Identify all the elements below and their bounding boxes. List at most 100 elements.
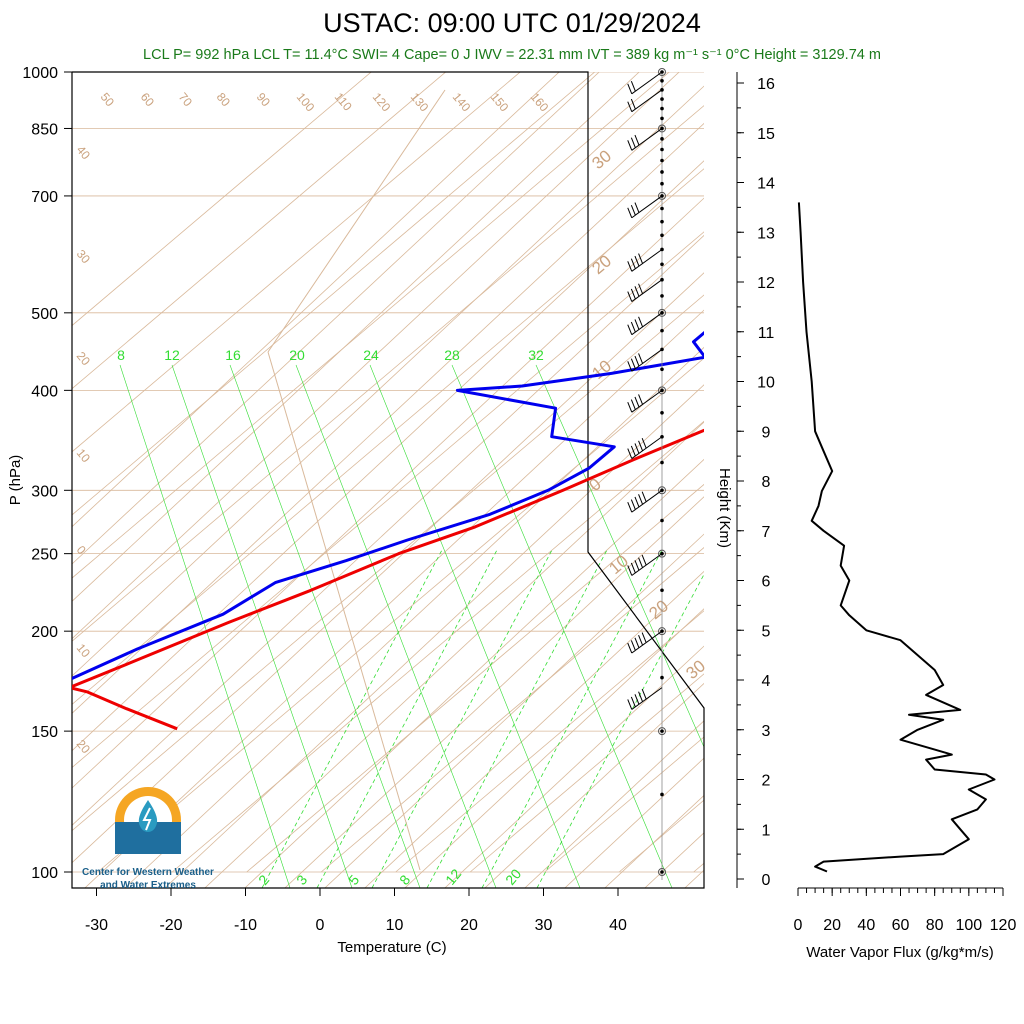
wind-barb-flag [630, 499, 636, 510]
dewpoint-line [72, 330, 704, 681]
barb-dot [660, 181, 664, 186]
dry-adiabat-label: 100 [294, 90, 318, 115]
wind-barb-flag [638, 691, 644, 702]
wind-barb-flag [638, 494, 644, 505]
wind-barb [631, 630, 663, 654]
dry-adiabat-line [72, 85, 704, 677]
wind-barb [631, 312, 663, 336]
height-tick-label: 9 [762, 424, 771, 441]
water-vapor-flux-line [797, 202, 996, 873]
y-tick-label: 500 [31, 306, 58, 323]
wind-barb-flag [634, 355, 640, 367]
barb-calm-circle [658, 727, 666, 736]
x-axis-title: Temperature (C) [337, 939, 446, 956]
wind-barb-flag [634, 396, 640, 408]
logo-drop [138, 800, 158, 832]
dry-adiabat-line [992, 60, 1024, 900]
mixing-ratio-label: 16 [225, 347, 241, 363]
y-tick-label: 400 [31, 383, 58, 400]
wind-barb-flag [627, 83, 633, 95]
dry-adiabat-line [72, 197, 704, 789]
y-tick-label: 200 [31, 624, 58, 641]
wind-barb-flag [634, 443, 640, 454]
dry-adiabat-line [444, 645, 704, 888]
height-tick-label: 1 [762, 822, 771, 839]
wind-barb-flag [627, 448, 633, 459]
y-tick-label: 150 [31, 724, 58, 741]
mixing-ratio-label: 20 [289, 347, 305, 363]
dry-adiabat-line [72, 122, 704, 714]
barb-calm-circle [658, 386, 666, 395]
barb-calm-circle [658, 627, 666, 636]
barb-dot [660, 137, 664, 141]
wind-barb-flag [627, 501, 633, 513]
barb-calm-circle [658, 124, 666, 133]
y-tick-label: 700 [31, 189, 58, 206]
height-tick-label: 16 [757, 76, 775, 93]
isotherm-line [171, 420, 704, 873]
height-tick-label: 6 [762, 574, 771, 591]
dry-adiabat-line [324, 533, 704, 888]
wind-barb-flag [634, 319, 640, 330]
dry-adiabat-label: 70 [176, 90, 196, 109]
dry-adiabat-label: 120 [370, 90, 394, 115]
x-tick-label: -20 [159, 917, 182, 934]
dry-adiabat-line [284, 496, 704, 888]
wvf-x-tick-label: 40 [857, 917, 875, 934]
wind-barb-flag [627, 361, 633, 372]
wvf-x-tick-label: 0 [794, 917, 803, 934]
wvf-x-tick-label: 60 [892, 917, 910, 934]
barb-dot [660, 219, 664, 224]
barb-dot [660, 97, 664, 101]
wind-barb-flag [630, 399, 636, 410]
wvf-x-tick-label: 80 [926, 917, 944, 934]
barb-dot [660, 410, 664, 415]
barb-dot [660, 460, 664, 465]
x-tick-label: 40 [609, 917, 627, 934]
wind-barb-flag [630, 562, 636, 574]
dry-adiabat-line [364, 570, 704, 888]
wind-barb-flag [630, 81, 636, 92]
isotherm-line [395, 610, 704, 873]
isotherm-line [72, 72, 596, 516]
logo-line2: and Water Extremes [100, 880, 196, 891]
wind-barb-flag [641, 437, 647, 449]
y-tick-label: 250 [31, 547, 58, 564]
barb-calm-circle [658, 308, 666, 317]
logo-bolt [142, 807, 152, 831]
wind-barb-flag [641, 491, 647, 502]
dry-adiabat-line [604, 794, 704, 888]
wind-barb-flag [641, 554, 647, 566]
barb-dot [660, 78, 664, 83]
x-tick-label: -30 [85, 917, 108, 934]
wind-barb-flag [634, 637, 640, 649]
height-tick-label: 13 [757, 225, 775, 242]
mixing-ratio-label: 24 [363, 347, 379, 363]
barb-dot [660, 518, 664, 523]
wind-barb-flag [627, 699, 633, 710]
barb-calm-circle [658, 486, 666, 495]
x-tick-label: 30 [535, 917, 553, 934]
wind-barb [631, 195, 663, 219]
dry-adiabat-line [72, 72, 680, 640]
isotherm-line [72, 294, 704, 832]
wind-barb-flag [634, 134, 640, 146]
dry-adiabat-line [912, 60, 1024, 900]
dry-adiabat-label: 10 [74, 446, 94, 465]
isotherm-line [693, 862, 704, 873]
dry-adiabat-line [72, 272, 704, 864]
x-tick-label: 0 [316, 917, 325, 934]
mixing-ratio-label: 12 [442, 866, 464, 888]
wind-barb [631, 389, 663, 413]
x-tick-label: -10 [234, 917, 257, 934]
wind-barb-flag [638, 440, 644, 451]
mixing-ratio-label: 28 [444, 347, 460, 363]
wind-barb-flag [627, 324, 633, 335]
mixing-ratio-line [371, 549, 553, 888]
mixing-ratio-line-upper [295, 364, 497, 888]
dry-adiabat-line [484, 682, 704, 888]
wind-barb-flag [634, 694, 640, 705]
isotherm-line [72, 231, 704, 769]
dry-adiabat-line [72, 72, 600, 565]
moist-adiabat-line [267, 351, 421, 871]
